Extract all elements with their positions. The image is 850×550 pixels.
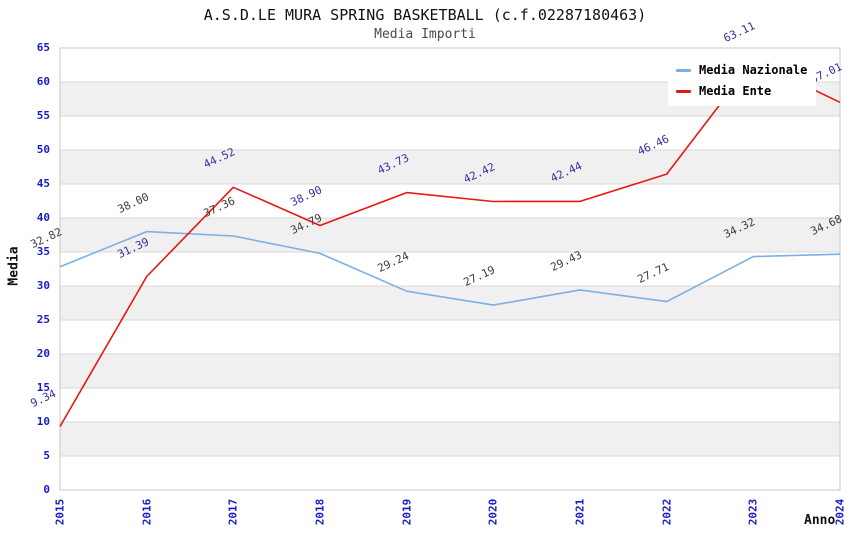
legend-item-media-nazionale: Media Nazionale: [676, 63, 816, 77]
plot-band: [60, 354, 840, 388]
plot-band: [60, 150, 840, 184]
legend-label-ente: Media Ente: [699, 84, 772, 98]
chart-subtitle: Media Importi: [374, 27, 476, 42]
plot-border: [59, 47, 841, 491]
legend-label-nazionale: Media Nazionale: [699, 63, 808, 77]
plot-band: [60, 218, 840, 252]
chart-title: A.S.D.LE MURA SPRING BASKETBALL (c.f.022…: [203, 6, 647, 24]
x-axis-title: Anno: [804, 513, 836, 528]
legend-marker-ente-icon: [676, 89, 691, 93]
plot-band: [60, 422, 840, 456]
y-axis-title: Media: [6, 246, 22, 286]
series-line-media-ente: [59, 60, 841, 427]
legend: Media Nazionale Media Ente: [668, 57, 816, 106]
legend-marker-nazionale-icon: [676, 68, 691, 72]
series-line-media-nazionale: [59, 230, 841, 306]
legend-item-media-ente: Media Ente: [676, 84, 816, 98]
plot-band: [60, 286, 840, 320]
